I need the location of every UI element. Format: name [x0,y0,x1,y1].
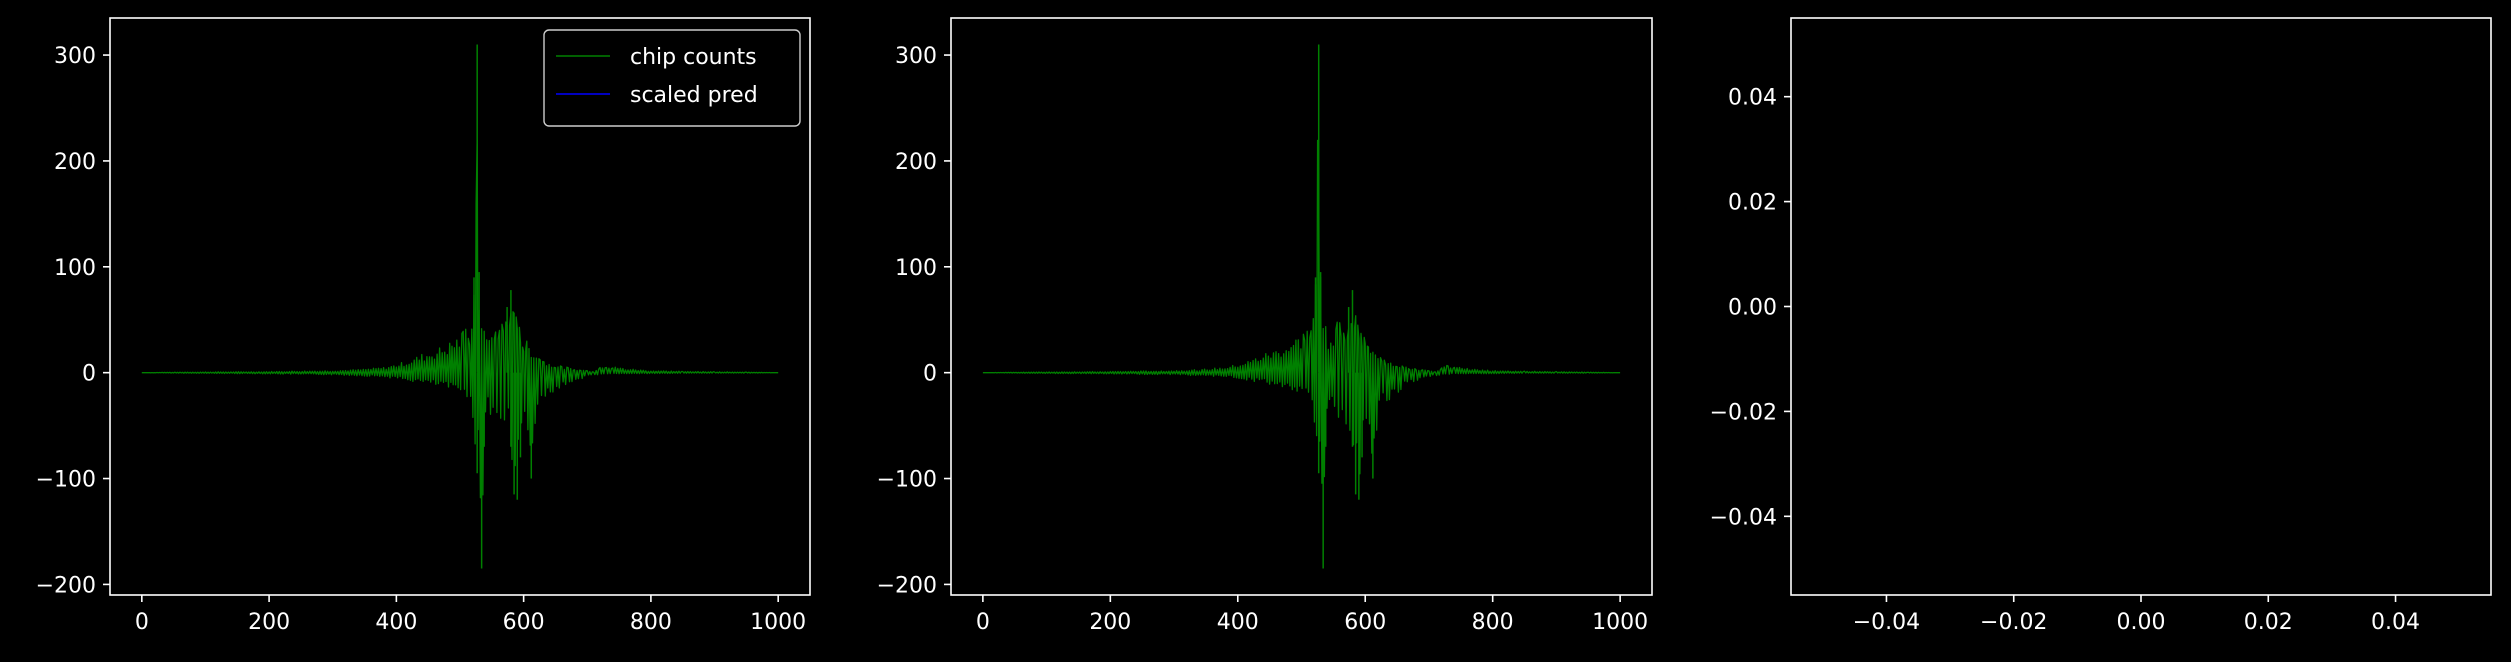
series-line-1 [141,139,779,499]
y-tick-label: 0.04 [1728,86,1777,111]
y-tick-label: −200 [36,573,96,598]
y-tick-label: 0 [923,362,937,387]
x-tick-label: 0.04 [2371,610,2420,635]
y-tick-label: 0.00 [1728,296,1777,321]
x-tick-label: 800 [1472,610,1514,635]
chart-panel-1: 0 200 400 600 800 1000 −200 −100 0 100 200 300 chip … [36,17,811,635]
legend-entry: scaled pred [630,83,758,108]
x-tick-label: 0 [135,610,149,635]
x-tick-label: 200 [248,610,290,635]
x-tick-label: 400 [375,610,417,635]
y-tick-label: 300 [54,44,96,69]
y-tick-label: 200 [54,150,96,175]
legend-box [543,29,801,127]
x-tick-label: 1000 [750,610,806,635]
axes-frame [950,17,1653,596]
y-tick-label: −100 [36,468,96,493]
x-tick-label: −0.04 [1853,610,1920,635]
y-tick-label: −0.02 [1710,400,1777,425]
x-tick-label: 0.02 [2244,610,2293,635]
x-tick-label: 0.00 [2117,610,2166,635]
series-line-1 [982,139,1621,484]
y-tick-label: 0 [82,362,96,387]
y-tick-label: 200 [895,150,937,175]
x-tick-label: −0.02 [1980,610,2047,635]
x-tick-label: 200 [1089,610,1131,635]
axes-frame [109,17,811,596]
y-tick-label: 0.02 [1728,191,1777,216]
x-tick-label: 1000 [1592,610,1648,635]
x-tick-label: 0 [976,610,990,635]
y-tick-label: 300 [895,44,937,69]
y-tick-label: −100 [877,468,937,493]
x-tick-label: 600 [1344,610,1386,635]
chart-panel-3: −0.04 −0.02 0.00 0.02 0.04 −0.04 −0.02 0.00 0.02… [1710,17,2492,635]
y-tick-label: −200 [877,573,937,598]
legend: chip counts scaled pred [543,29,801,127]
x-tick-label: 400 [1217,610,1259,635]
y-tick-label: 100 [895,256,937,281]
x-tick-label: 800 [630,610,672,635]
chart-panel-2: 0 200 400 600 800 1000 −200 −100 0 100 200 300 [877,17,1653,635]
y-tick-label: 100 [54,256,96,281]
y-tick-label: −0.04 [1710,505,1777,530]
x-tick-label: 600 [503,610,545,635]
axes-frame [1790,17,2492,596]
legend-entry: chip counts [630,45,757,70]
